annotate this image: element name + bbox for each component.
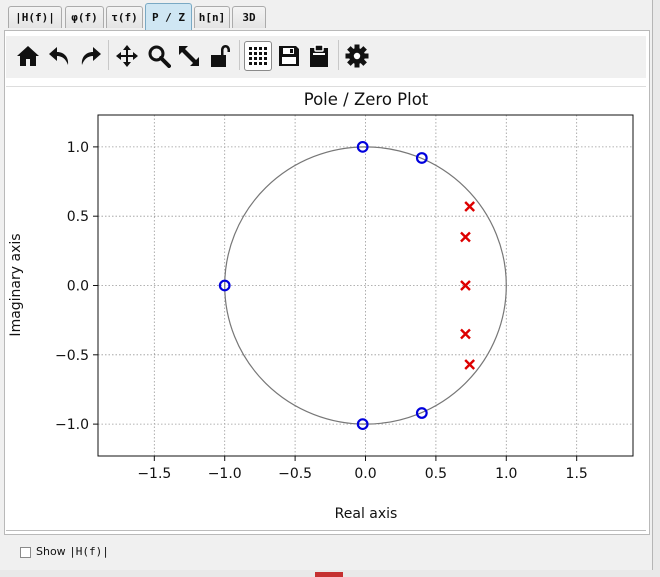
x-tick-label: −1.5 [137, 466, 171, 482]
toolbar-separator [239, 40, 240, 70]
x-tick-label: 0.0 [354, 466, 376, 482]
pole-marker [460, 280, 471, 291]
x-tick-label: 0.5 [425, 466, 447, 482]
pole-marker [464, 359, 476, 370]
tab-impulse-response[interactable]: h[n] [194, 6, 230, 28]
tab-3d[interactable]: 3D [232, 6, 266, 28]
clipboard-icon[interactable] [305, 41, 333, 71]
autoscale-icon[interactable] [175, 41, 203, 71]
tab-magnitude[interactable]: |H(f)| [8, 6, 62, 28]
redo-icon[interactable] [76, 41, 104, 71]
undo-icon[interactable] [46, 41, 74, 71]
zero-marker [415, 152, 428, 164]
grid-icon[interactable] [244, 41, 272, 71]
plot-toolbar [6, 36, 646, 78]
pole-zero-chart[interactable]: Pole / Zero Plot Real axis Imaginary axi… [0, 0, 652, 530]
pole-marker [460, 328, 471, 340]
y-axis-label: Imaginary axis [8, 233, 24, 336]
pole-marker [464, 201, 476, 212]
unit-circle [224, 146, 507, 425]
x-tick-label: 1.0 [495, 466, 517, 482]
x-tick-label: −1.0 [208, 466, 242, 482]
pan-icon[interactable] [113, 41, 141, 71]
chart-title: Pole / Zero Plot [304, 90, 429, 109]
y-tick-label: −0.5 [55, 348, 89, 364]
show-magnitude-label[interactable]: Show |H(f)| [36, 545, 109, 558]
zero-marker [356, 418, 369, 431]
x-axis-label: Real axis [335, 506, 398, 522]
show-magnitude-checkbox[interactable] [20, 547, 31, 558]
panel-divider [6, 530, 646, 531]
tab-group-delay[interactable]: τ(f) [106, 6, 143, 28]
pole-marker [460, 231, 471, 243]
app-window: |H(f)| φ(f) τ(f) P / Z h[n] 3D [0, 0, 653, 570]
y-tick-label: 0.5 [67, 209, 89, 225]
x-tick-label: −0.5 [278, 466, 312, 482]
y-tick-label: 1.0 [67, 140, 89, 156]
bottom-bar: Show |H(f)| [4, 536, 650, 568]
lock-icon[interactable] [206, 41, 234, 71]
toolbar-divider [6, 86, 646, 87]
zoom-icon[interactable] [145, 41, 173, 71]
y-tick-label: −1.0 [55, 417, 89, 433]
y-tick-label: 0.0 [67, 279, 89, 295]
save-icon[interactable] [275, 41, 303, 71]
x-tick-label: 1.5 [566, 466, 588, 482]
zero-marker [356, 140, 369, 153]
home-icon[interactable] [14, 41, 42, 71]
toolbar-separator [338, 40, 339, 70]
tab-pole-zero[interactable]: P / Z [145, 3, 192, 30]
zero-marker [218, 279, 231, 292]
toolbar-separator [108, 40, 109, 70]
settings-icon[interactable] [343, 41, 371, 71]
tab-bar: |H(f)| φ(f) τ(f) P / Z h[n] 3D [0, 0, 652, 33]
tab-phase[interactable]: φ(f) [65, 6, 104, 28]
zero-marker [415, 407, 428, 419]
background-window-peek [315, 572, 343, 577]
